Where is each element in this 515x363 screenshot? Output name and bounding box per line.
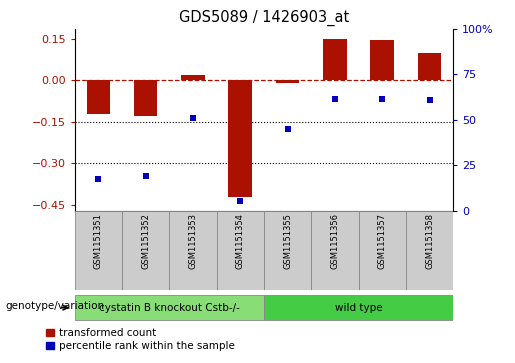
Bar xyxy=(264,211,311,290)
Bar xyxy=(75,211,122,290)
Point xyxy=(378,96,386,102)
Text: GSM1151355: GSM1151355 xyxy=(283,213,292,269)
Point xyxy=(331,96,339,102)
Text: GSM1151351: GSM1151351 xyxy=(94,213,103,269)
Bar xyxy=(418,53,441,80)
Text: cystatin B knockout Cstb-/-: cystatin B knockout Cstb-/- xyxy=(99,303,240,313)
Text: GSM1151353: GSM1151353 xyxy=(188,213,197,269)
Legend: transformed count, percentile rank within the sample: transformed count, percentile rank withi… xyxy=(46,328,235,351)
Point xyxy=(189,115,197,121)
Text: genotype/variation: genotype/variation xyxy=(5,301,104,311)
Point xyxy=(425,97,434,103)
Point xyxy=(142,173,150,179)
Text: GSM1151354: GSM1151354 xyxy=(236,213,245,269)
Text: GSM1151358: GSM1151358 xyxy=(425,213,434,269)
Bar xyxy=(75,295,264,320)
Bar xyxy=(370,40,394,80)
Text: GSM1151357: GSM1151357 xyxy=(377,213,387,269)
Bar xyxy=(87,80,110,114)
Title: GDS5089 / 1426903_at: GDS5089 / 1426903_at xyxy=(179,10,349,26)
Bar xyxy=(311,211,358,290)
Bar xyxy=(122,211,169,290)
Text: GSM1151356: GSM1151356 xyxy=(331,213,339,269)
Bar xyxy=(276,80,299,83)
Bar xyxy=(358,211,406,290)
Point xyxy=(94,176,102,182)
Bar xyxy=(134,80,158,116)
Bar xyxy=(217,211,264,290)
Bar xyxy=(181,75,205,80)
Point xyxy=(283,126,291,132)
Text: GSM1151352: GSM1151352 xyxy=(141,213,150,269)
Text: wild type: wild type xyxy=(335,303,382,313)
Bar xyxy=(406,211,453,290)
Bar xyxy=(169,211,217,290)
Point xyxy=(236,198,245,204)
Bar xyxy=(323,39,347,80)
Bar xyxy=(264,295,453,320)
Bar xyxy=(229,80,252,197)
